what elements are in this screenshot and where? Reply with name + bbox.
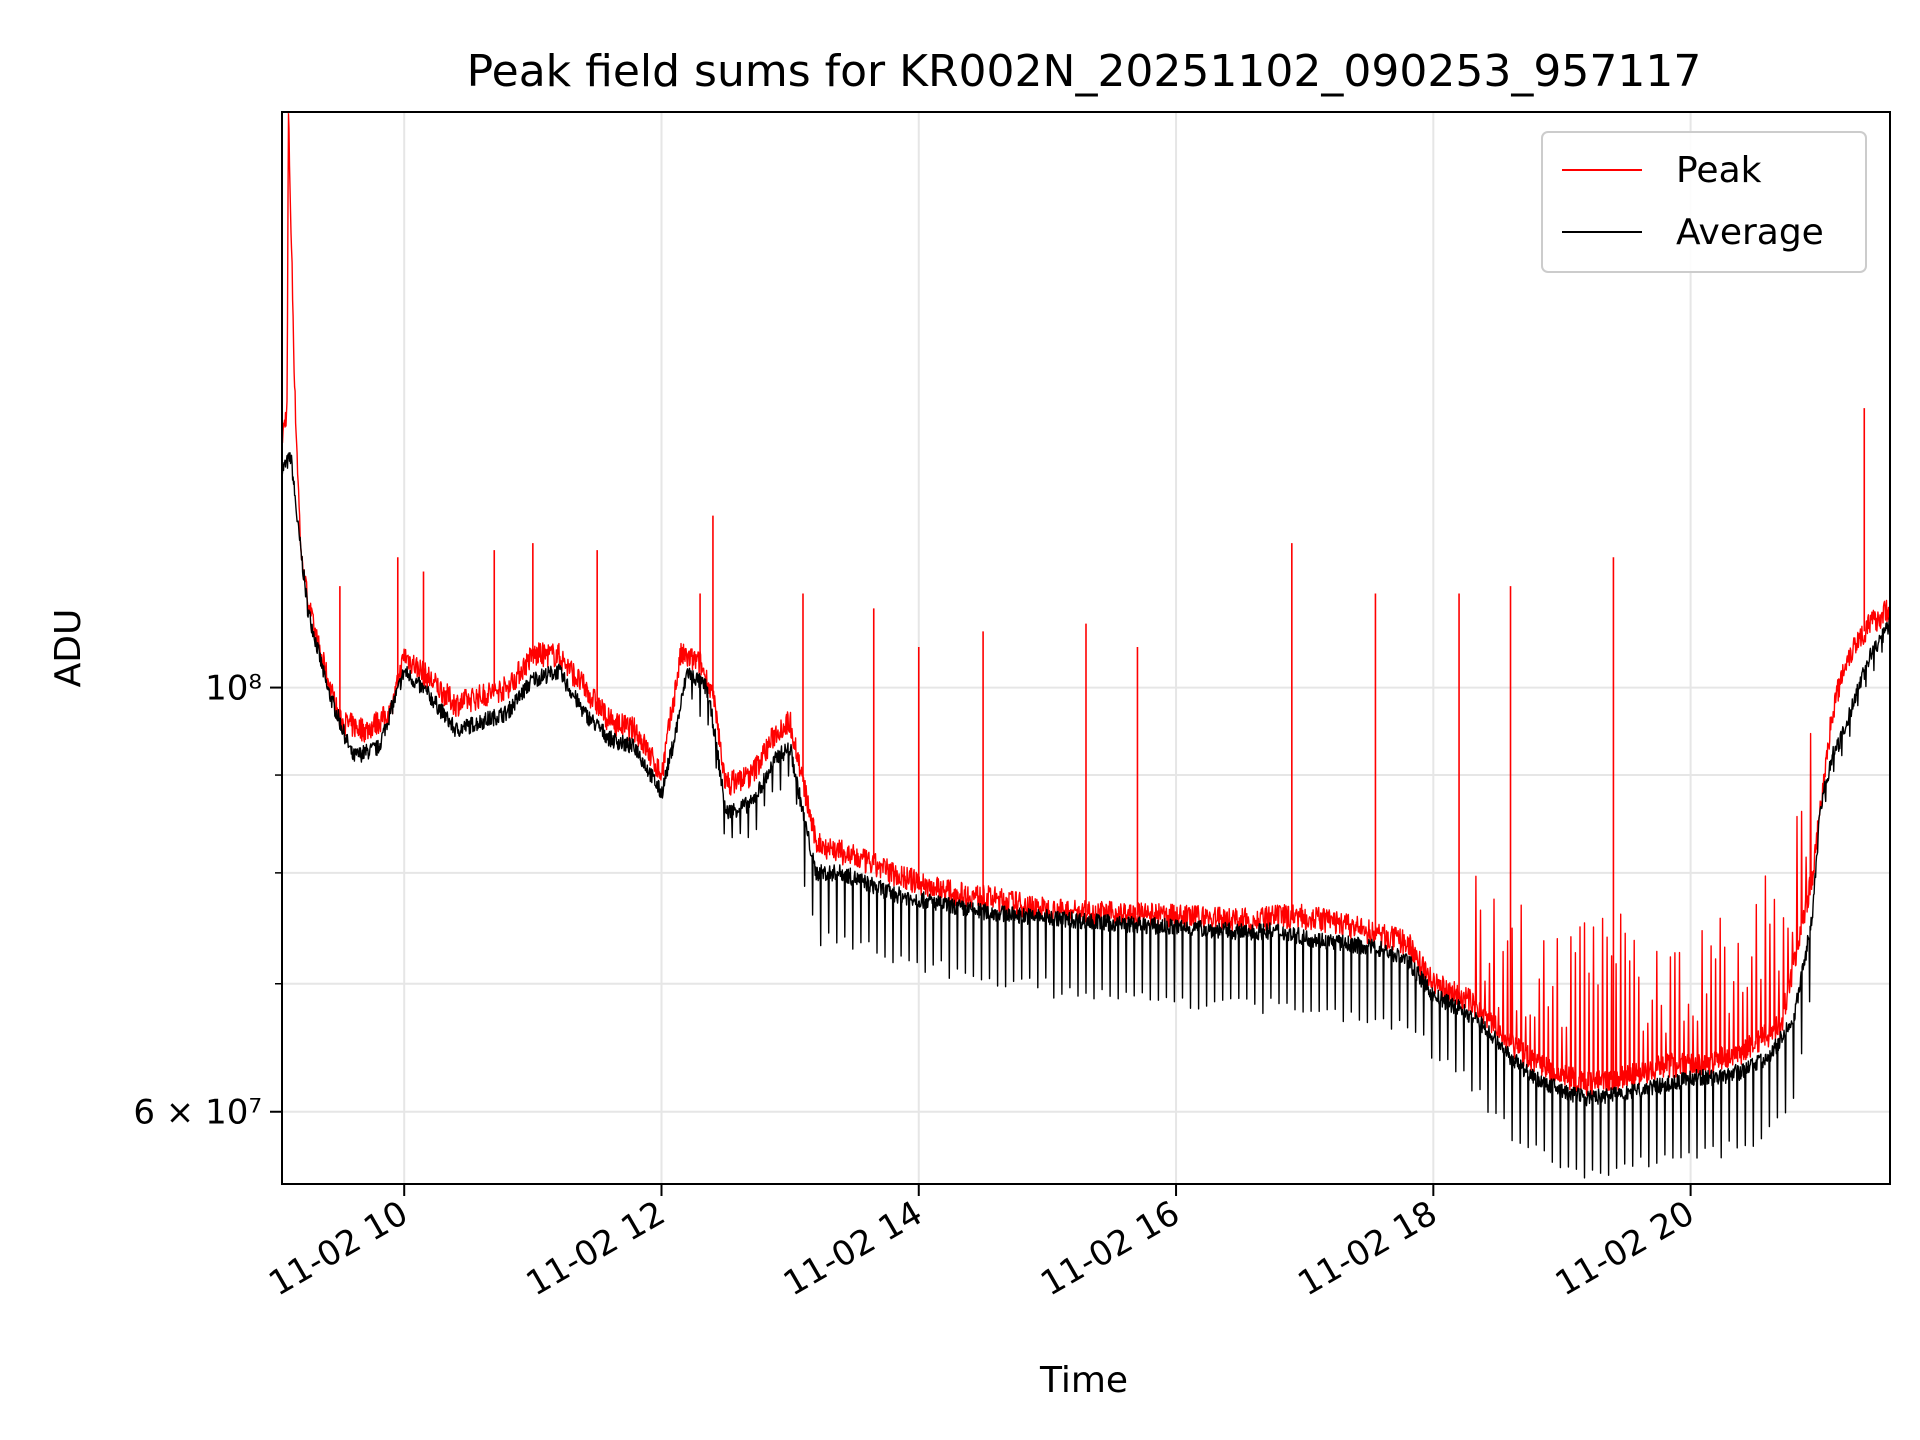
legend-box [1541, 131, 1867, 273]
series-layer [281, 112, 1891, 1179]
y-axis-label: ADU [48, 609, 89, 688]
peak-series-line [281, 113, 1891, 1097]
legend-peak-label: Peak [1676, 150, 1762, 191]
y-tick-label: 6 × 10⁷ [133, 1093, 262, 1133]
legend: Peak Average [1541, 131, 1867, 273]
plot-frame [281, 111, 1891, 1185]
x-axis-label: Time [1039, 1360, 1128, 1401]
average-series-line [281, 452, 1891, 1179]
legend-average-label: Average [1676, 212, 1824, 253]
plot-area: 11-02 10 11-02 12 11-02 14 11-02 16 11-02 18… [133, 111, 1891, 1304]
chart-title: Peak field sums for KR002N_20251102_0902… [467, 46, 1702, 97]
y-tick-label: 10⁸ [205, 669, 262, 709]
